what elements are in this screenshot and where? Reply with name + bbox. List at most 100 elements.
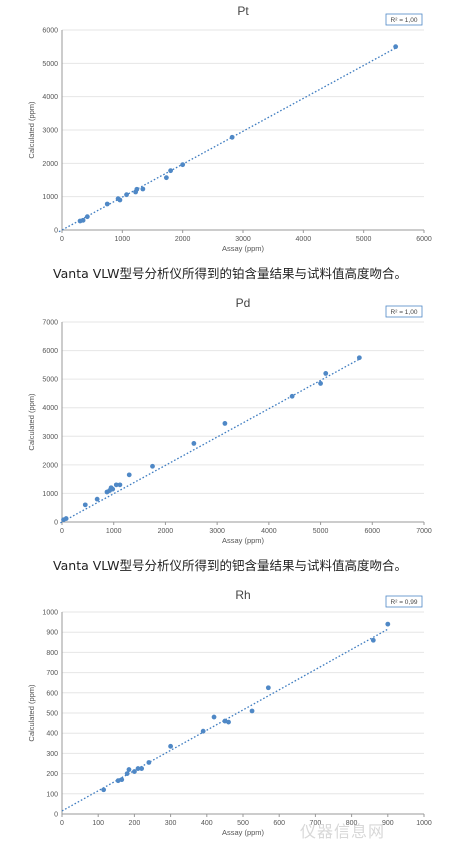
y-axis-label: Calculated (ppm)	[27, 101, 36, 159]
trend-line	[58, 46, 398, 233]
r-squared-box	[385, 305, 423, 318]
data-point	[126, 767, 132, 772]
data-point	[82, 502, 88, 508]
data-point	[393, 44, 399, 50]
data-point	[200, 728, 206, 734]
y-tick-label: 900	[46, 630, 58, 637]
data-point	[163, 175, 169, 181]
data-point	[124, 771, 130, 776]
data-point	[94, 496, 100, 502]
x-tick-label: 0	[60, 236, 64, 243]
y-tick-label: 2000	[42, 462, 58, 469]
x-tick-label: 100	[92, 820, 104, 827]
data-point	[265, 685, 271, 691]
x-tick-label: 4000	[261, 528, 277, 535]
x-tick-label: 7000	[416, 528, 432, 535]
y-tick-label: 500	[46, 711, 58, 718]
x-axis-label: Assay (ppm)	[222, 244, 265, 253]
chart-pt: Pt 0 1000 2000 3000 4000 5000 6000 0 1000 2000 3000…	[27, 4, 432, 253]
data-point	[104, 201, 110, 207]
data-point	[370, 637, 376, 643]
data-point	[134, 186, 140, 192]
y-tick-label: 4000	[42, 94, 58, 101]
x-tick-label: 2000	[158, 528, 174, 535]
data-point	[135, 766, 141, 771]
y-tick-label: 7000	[42, 320, 58, 327]
x-tick-label: 1000	[106, 528, 122, 535]
data-point	[63, 516, 69, 521]
data-point	[132, 769, 137, 774]
r-squared-box	[385, 13, 423, 26]
y-tick-label: 100	[46, 791, 58, 798]
data-point	[222, 421, 228, 426]
data-point	[323, 371, 329, 376]
data-point	[117, 482, 123, 488]
caption-pt: Vanta VLW型号分析仪所得到的铂含量结果与试料值高度吻合。	[53, 266, 407, 281]
x-tick-label: 700	[310, 820, 322, 827]
y-tick-label: 200	[46, 771, 58, 778]
data-point	[110, 486, 116, 492]
y-tick-label: 2000	[42, 161, 58, 168]
x-tick-label: 0	[60, 820, 64, 827]
chart-pd: Pd 0 1000 2000 3000 4000 5000 6000 7000 0 1000 2000…	[27, 296, 432, 545]
x-tick-label: 300	[165, 820, 177, 827]
y-tick-label: 600	[46, 690, 58, 697]
y-tick-label: 700	[46, 670, 58, 677]
x-tick-label: 3000	[209, 528, 225, 535]
data-point	[318, 381, 323, 386]
x-tick-label: 1000	[416, 820, 432, 827]
data-point	[124, 192, 129, 198]
r-squared-label: R² = 1,00	[391, 309, 418, 316]
r-squared-label: R² = 0,99	[391, 599, 418, 606]
r-squared-label: R² = 1,00	[391, 17, 418, 24]
data-point	[113, 482, 119, 488]
data-point	[385, 621, 391, 627]
y-tick-label: 0	[54, 812, 58, 819]
data-point	[84, 214, 90, 220]
y-tick-label: 300	[46, 751, 58, 758]
x-axis-label: Assay (ppm)	[222, 536, 265, 545]
data-point	[356, 355, 362, 361]
y-tick-label: 5000	[42, 377, 58, 384]
x-tick-label: 200	[129, 820, 141, 827]
data-point	[126, 472, 132, 478]
x-tick-label: 500	[237, 820, 249, 827]
y-tick-label: 3000	[42, 434, 58, 441]
y-tick-label: 3000	[42, 128, 58, 135]
data-point	[115, 778, 121, 784]
y-tick-label: 1000	[42, 491, 58, 498]
y-tick-label: 5000	[42, 61, 58, 68]
x-tick-label: 5000	[356, 236, 372, 243]
data-point	[289, 393, 295, 399]
caption-pd: Vanta VLW型号分析仪所得到的钯含量结果与试料值高度吻合。	[53, 558, 407, 573]
data-point	[146, 760, 152, 765]
data-point	[140, 186, 146, 192]
data-point	[168, 168, 174, 174]
x-tick-label: 0	[60, 528, 64, 535]
y-tick-label: 800	[46, 650, 58, 657]
x-tick-label: 400	[201, 820, 213, 827]
data-point	[226, 719, 231, 725]
chart-rh: Rh 0 100 200 300 400 500 600 700 800 900 1000 0 100 20…	[27, 588, 432, 837]
data-point	[180, 162, 186, 168]
y-tick-label: 6000	[42, 348, 58, 355]
data-point	[80, 217, 86, 223]
data-point	[191, 441, 197, 446]
data-point	[168, 743, 174, 749]
x-tick-label: 5000	[313, 528, 329, 535]
data-point	[139, 766, 145, 771]
y-tick-label: 4000	[42, 405, 58, 412]
data-point	[211, 714, 217, 720]
x-tick-label: 900	[382, 820, 394, 827]
r-squared-box	[385, 595, 423, 608]
x-tick-label: 2000	[175, 236, 191, 243]
data-point	[249, 708, 255, 714]
data-point	[229, 134, 235, 140]
y-tick-label: 0	[54, 520, 58, 527]
y-axis-label: Calculated (ppm)	[27, 684, 36, 742]
x-tick-label: 1000	[115, 236, 131, 243]
y-tick-label: 1000	[42, 610, 58, 617]
data-point	[150, 463, 155, 469]
y-tick-label: 0	[54, 228, 58, 235]
x-tick-label: 600	[273, 820, 285, 827]
